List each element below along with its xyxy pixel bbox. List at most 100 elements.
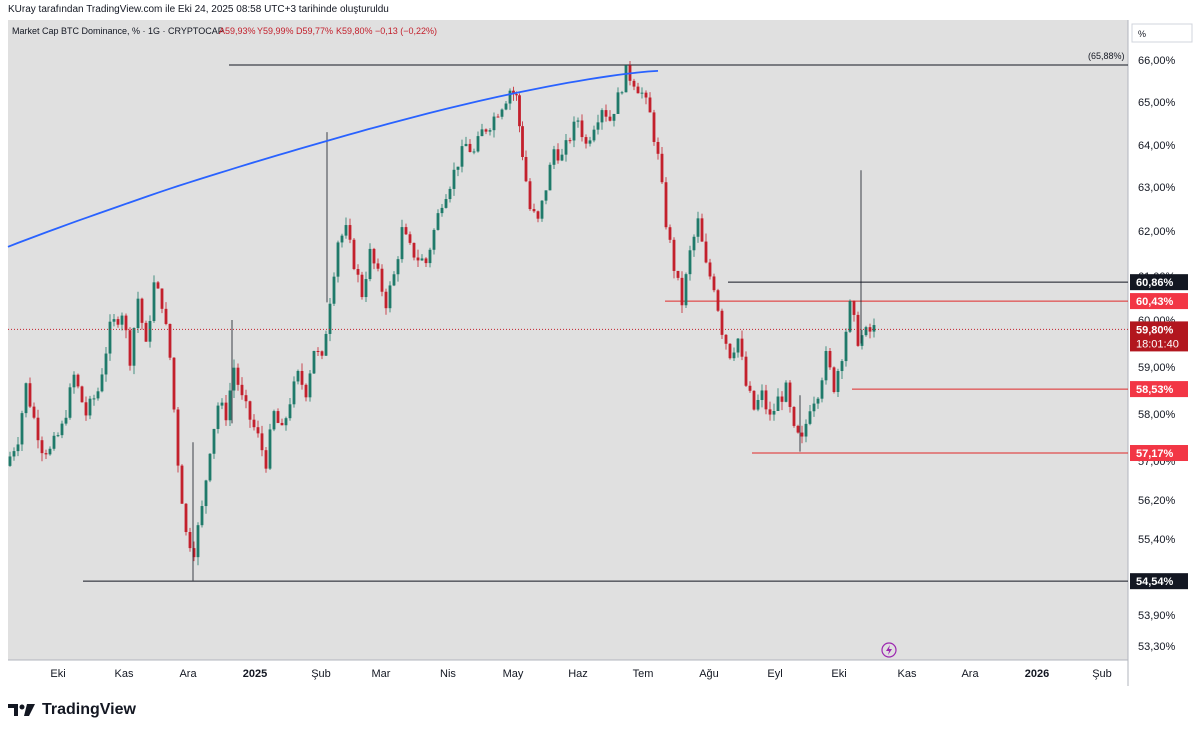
candle <box>780 391 784 411</box>
time-axis[interactable] <box>8 660 1128 686</box>
candle <box>532 203 536 213</box>
candle <box>852 300 856 322</box>
x-tick-label: Ağu <box>699 668 719 680</box>
candle <box>208 453 212 483</box>
x-tick-label: Nis <box>440 668 456 680</box>
candle <box>620 90 624 95</box>
candle <box>792 406 796 428</box>
candle <box>48 446 52 456</box>
candle <box>144 320 148 342</box>
candle <box>696 211 700 243</box>
candle <box>756 394 760 412</box>
candle <box>820 377 824 403</box>
candle <box>572 116 576 148</box>
x-tick-label: Ara <box>179 668 197 680</box>
candle <box>184 503 188 536</box>
legend-high: Y59,99% <box>257 26 294 36</box>
x-tick-label: May <box>503 668 524 680</box>
candle <box>544 190 548 205</box>
candle <box>172 357 176 413</box>
x-tick-label: 2026 <box>1025 668 1049 680</box>
lightning-icon[interactable] <box>881 642 897 658</box>
y-tick-label: 66,00% <box>1138 55 1176 67</box>
candle <box>740 330 744 361</box>
candle <box>608 110 612 122</box>
price-level-label[interactable]: 60,43% <box>1130 293 1188 310</box>
candle <box>284 416 288 431</box>
candle <box>136 291 140 333</box>
candle <box>240 377 244 400</box>
svg-text:60,86%: 60,86% <box>1136 277 1174 289</box>
candle <box>864 325 868 337</box>
y-tick-label: 63,00% <box>1138 182 1176 194</box>
candle <box>76 373 80 389</box>
candle <box>344 217 348 239</box>
candle <box>692 234 696 257</box>
x-tick-label: Şub <box>1092 668 1112 680</box>
candle <box>468 139 472 153</box>
candle <box>600 108 604 130</box>
candle <box>72 371 76 394</box>
candle <box>848 299 852 333</box>
candle <box>180 464 184 504</box>
candle <box>840 359 844 380</box>
candle <box>460 139 464 173</box>
last-price-label[interactable]: 59,80% 18:01:40 <box>1130 321 1188 352</box>
unit-button[interactable] <box>1131 23 1193 43</box>
candle <box>776 388 780 412</box>
candle <box>264 447 268 473</box>
candle <box>32 402 36 420</box>
candle <box>140 297 144 330</box>
unit-label: % <box>1138 29 1146 39</box>
candle <box>112 314 116 327</box>
x-tick-label: Eki <box>50 668 65 680</box>
candle <box>392 271 396 287</box>
candle <box>404 223 408 235</box>
candle <box>524 150 528 183</box>
y-tick-label: 64,00% <box>1138 140 1176 152</box>
x-tick-label: Eki <box>831 668 846 680</box>
candle <box>96 387 100 401</box>
chart-credit: KUray tarafından TradingView.com ile Eki… <box>8 4 389 15</box>
candle <box>632 78 636 91</box>
candle <box>60 420 64 439</box>
candle <box>508 88 512 110</box>
svg-text:60,43%: 60,43% <box>1136 296 1174 308</box>
x-tick-label: Eyl <box>767 668 782 680</box>
candle <box>804 419 808 443</box>
candle <box>432 228 436 255</box>
trend-curve[interactable] <box>7 70 659 248</box>
candle <box>64 409 68 426</box>
candle <box>24 382 28 418</box>
x-tick-label: Ara <box>961 668 979 680</box>
candle <box>708 258 712 280</box>
candle <box>384 288 388 315</box>
price-level-label[interactable]: 60,86% <box>1130 274 1188 291</box>
candle <box>676 270 680 281</box>
candle <box>352 238 356 271</box>
price-level-label[interactable]: 57,17% <box>1130 445 1188 462</box>
candle <box>656 137 660 160</box>
candle <box>84 396 88 421</box>
candle <box>88 395 92 420</box>
x-tick-label: Haz <box>568 668 588 680</box>
candle <box>436 209 440 231</box>
candle <box>592 125 596 143</box>
candle <box>518 93 521 133</box>
candle <box>280 418 284 426</box>
price-level-label[interactable]: 58,53% <box>1130 381 1188 398</box>
candle <box>476 131 480 153</box>
candle <box>104 347 108 382</box>
candle <box>152 275 156 323</box>
candle <box>616 87 620 115</box>
candle <box>668 224 672 243</box>
candle <box>636 82 640 94</box>
candle <box>744 351 748 388</box>
plot-area[interactable] <box>8 20 1128 686</box>
candle <box>748 381 752 393</box>
candle <box>80 385 84 403</box>
legend-low: D59,77% <box>296 26 333 36</box>
y-tick-label: 55,40% <box>1138 534 1176 546</box>
price-level-label[interactable]: 54,54% <box>1130 573 1188 590</box>
